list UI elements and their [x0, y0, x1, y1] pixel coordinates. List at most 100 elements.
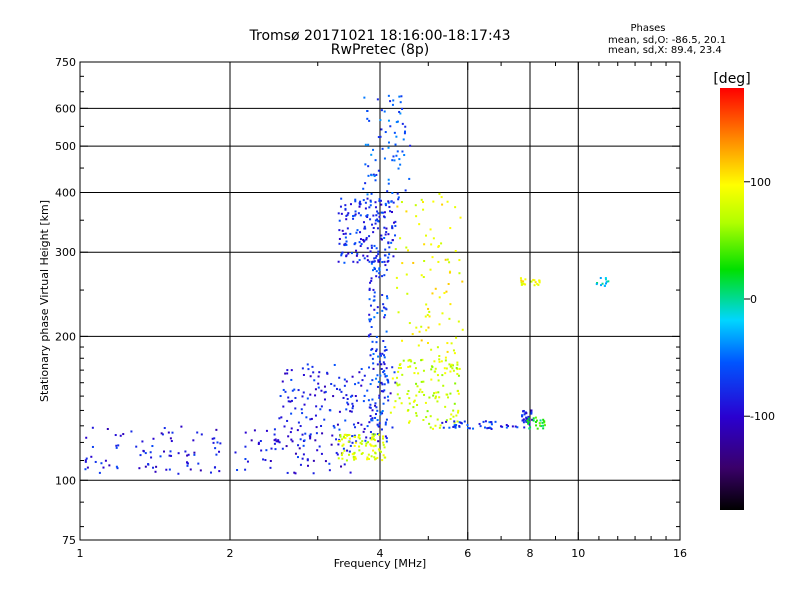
data-point-8-32	[452, 425, 455, 428]
data-point-1-59	[361, 379, 364, 382]
data-point-1-96	[290, 378, 293, 381]
data-point-2-23	[370, 348, 373, 351]
data-point-1-35	[382, 371, 385, 374]
data-point-6-87	[400, 402, 403, 405]
data-point-6-63	[440, 360, 443, 363]
data-point-8-4	[448, 426, 451, 429]
data-point-4-55	[395, 121, 398, 124]
colorbar-unit: [deg]	[713, 71, 750, 87]
data-point-3-119	[365, 238, 368, 241]
data-point-6-104	[455, 366, 458, 369]
data-point-7-21	[443, 292, 446, 295]
data-point-0-134	[100, 462, 103, 465]
data-point-2-54	[370, 326, 373, 329]
data-point-0-55	[277, 439, 280, 442]
data-point-7-28	[420, 339, 423, 342]
data-point-4-41	[386, 190, 389, 193]
data-point-6-113	[444, 359, 447, 362]
data-point-6-76	[391, 377, 394, 380]
data-point-0-61	[306, 459, 309, 462]
data-point-10-19	[535, 424, 538, 427]
data-point-6-58	[449, 392, 452, 395]
scatter-points	[84, 94, 610, 475]
data-point-8-25	[467, 427, 470, 430]
data-point-4-57	[395, 154, 398, 157]
data-point-6-18	[432, 394, 435, 397]
data-point-1-41	[345, 394, 348, 397]
data-point-6-12	[435, 391, 438, 394]
data-point-0-45	[141, 440, 144, 443]
data-point-7-88	[397, 311, 400, 314]
data-point-7-56	[450, 342, 453, 345]
data-point-1-32	[360, 384, 363, 387]
data-point-6-93	[429, 426, 432, 429]
data-point-9-18	[530, 409, 533, 412]
data-point-0-81	[342, 447, 345, 450]
data-point-3-127	[388, 246, 391, 249]
data-point-1-37	[352, 405, 355, 408]
data-point-3-157	[343, 243, 346, 246]
data-point-1-132	[369, 437, 372, 440]
data-point-3-70	[378, 199, 381, 202]
data-point-3-10	[394, 224, 397, 227]
data-point-6-84	[444, 372, 447, 375]
data-point-3-88	[362, 199, 365, 202]
data-point-1-9	[372, 433, 375, 436]
data-point-2-73	[378, 394, 381, 397]
data-point-12-10	[607, 280, 610, 283]
data-point-3-85	[350, 252, 353, 255]
data-point-4-33	[390, 200, 393, 203]
data-point-2-94	[381, 410, 384, 413]
data-point-0-84	[171, 431, 174, 434]
data-point-1-159	[324, 390, 327, 393]
data-point-0-36	[167, 431, 170, 434]
data-point-6-72	[456, 363, 459, 366]
data-point-5-40	[374, 439, 377, 442]
data-point-0-143	[215, 453, 218, 456]
data-point-6-57	[443, 367, 446, 370]
data-point-0-156	[273, 428, 276, 431]
data-point-5-60	[366, 458, 369, 461]
data-point-2-119	[375, 341, 378, 344]
data-point-11-3	[538, 281, 541, 284]
data-point-2-39	[373, 268, 376, 271]
data-point-1-86	[343, 384, 346, 387]
data-point-6-8	[457, 392, 460, 395]
data-point-3-145	[384, 248, 387, 251]
data-point-7-87	[427, 307, 430, 310]
data-point-1-5	[280, 416, 283, 419]
colorbar-tick-label--100: -100	[750, 410, 775, 423]
data-point-8-6	[501, 425, 504, 428]
data-point-0-43	[216, 441, 219, 444]
data-point-8-29	[514, 425, 517, 428]
data-point-1-156	[384, 375, 387, 378]
data-point-4-44	[397, 198, 400, 201]
data-point-3-155	[370, 246, 373, 249]
data-point-5-63	[374, 452, 377, 455]
colorbar	[720, 88, 744, 510]
data-point-9-24	[521, 414, 524, 417]
data-point-1-71	[297, 421, 300, 424]
data-point-0-54	[116, 467, 119, 470]
data-point-0-85	[273, 439, 276, 442]
data-point-6-82	[436, 374, 439, 377]
data-point-7-86	[431, 292, 434, 295]
data-point-3-118	[358, 259, 361, 262]
data-point-3-81	[377, 250, 380, 253]
data-point-3-137	[354, 213, 357, 216]
data-point-7-58	[432, 200, 435, 203]
data-point-0-108	[351, 441, 354, 444]
data-point-4-0	[396, 150, 399, 153]
data-point-3-2	[377, 260, 380, 263]
data-point-3-96	[362, 238, 365, 241]
data-point-3-104	[392, 255, 395, 258]
data-point-7-66	[449, 303, 452, 306]
data-point-1-36	[338, 428, 341, 431]
data-point-1-154	[374, 404, 377, 407]
data-point-1-118	[281, 380, 284, 383]
data-point-5-74	[357, 436, 360, 439]
data-point-2-112	[370, 318, 373, 321]
data-point-1-74	[380, 428, 383, 431]
data-point-0-147	[117, 444, 120, 447]
data-point-0-1	[355, 440, 358, 443]
